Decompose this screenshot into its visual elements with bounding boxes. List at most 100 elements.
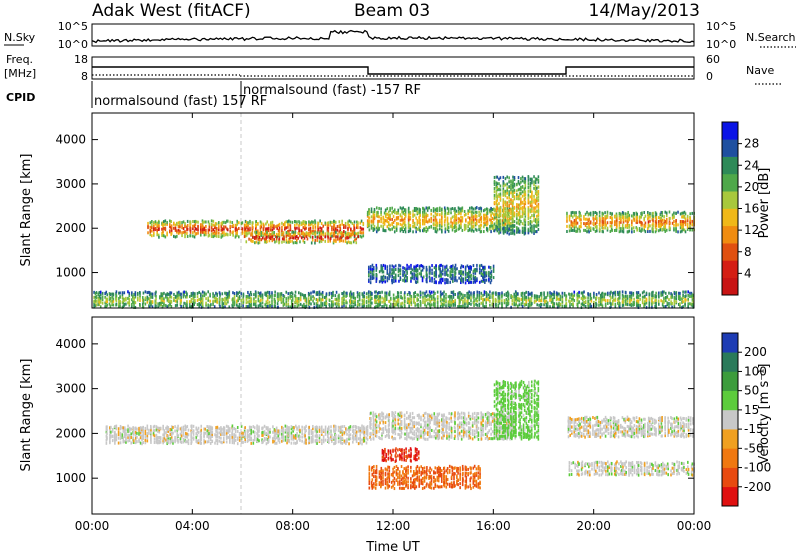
data-cell bbox=[615, 212, 618, 216]
data-cell bbox=[641, 295, 644, 299]
data-cell bbox=[636, 292, 638, 296]
data-cell bbox=[261, 295, 264, 299]
data-cell bbox=[115, 291, 117, 295]
data-cell bbox=[503, 299, 506, 303]
data-cell bbox=[655, 304, 657, 308]
data-cell bbox=[589, 304, 592, 308]
data-cell bbox=[133, 292, 135, 296]
data-cell bbox=[121, 293, 124, 297]
data-cell bbox=[525, 295, 528, 299]
data-cell bbox=[201, 223, 204, 227]
data-cell bbox=[592, 217, 595, 221]
data-cell bbox=[358, 297, 361, 301]
data-cell bbox=[550, 300, 553, 304]
data-cell bbox=[238, 235, 240, 239]
data-cell bbox=[568, 224, 571, 228]
data-cell bbox=[404, 291, 406, 295]
data-cell bbox=[268, 290, 271, 294]
data-cell bbox=[334, 227, 337, 231]
data-cell bbox=[636, 304, 638, 308]
data-cell bbox=[372, 213, 375, 217]
data-cell bbox=[446, 206, 449, 210]
data-cell bbox=[169, 223, 171, 227]
data-cell bbox=[257, 294, 260, 298]
data-cell bbox=[409, 223, 412, 227]
data-cell bbox=[606, 210, 609, 214]
data-cell bbox=[558, 297, 560, 301]
data-cell bbox=[679, 302, 681, 306]
data-cell bbox=[387, 216, 390, 220]
data-cell bbox=[611, 293, 614, 297]
data-cell bbox=[575, 229, 577, 233]
data-cell bbox=[611, 228, 613, 232]
data-cell bbox=[575, 222, 577, 226]
data-cell bbox=[443, 303, 445, 307]
data-cell bbox=[485, 304, 487, 308]
data-cell bbox=[381, 270, 384, 274]
data-cell bbox=[670, 300, 672, 304]
data-cell bbox=[128, 291, 131, 295]
data-cell bbox=[677, 210, 679, 214]
data-cell bbox=[610, 305, 612, 309]
data-cell bbox=[151, 234, 153, 238]
data-cell bbox=[485, 292, 488, 296]
data-cell bbox=[149, 221, 152, 225]
data-cell bbox=[423, 208, 426, 212]
data-cell bbox=[232, 299, 234, 303]
data-cell bbox=[147, 231, 149, 235]
data-cell bbox=[148, 297, 150, 301]
data-cell bbox=[203, 233, 206, 237]
data-cell bbox=[342, 234, 345, 238]
data-cell bbox=[439, 299, 442, 303]
data-cell bbox=[565, 302, 568, 306]
data-cell bbox=[609, 211, 612, 215]
data-cell bbox=[165, 295, 167, 299]
data-cell bbox=[655, 294, 657, 298]
data-cell bbox=[440, 302, 443, 306]
data-cell bbox=[232, 223, 234, 227]
data-cell bbox=[652, 211, 654, 215]
data-cell bbox=[648, 301, 651, 305]
data-cell bbox=[122, 426, 125, 430]
data-cell bbox=[501, 213, 504, 217]
data-cell bbox=[640, 215, 642, 219]
data-cell bbox=[611, 295, 614, 299]
data-cell bbox=[558, 304, 560, 308]
data-cell bbox=[296, 222, 298, 226]
data-cell bbox=[479, 226, 482, 230]
data-cell bbox=[218, 303, 221, 307]
data-cell bbox=[504, 189, 507, 193]
data-cell bbox=[142, 440, 144, 444]
data-cell bbox=[367, 270, 370, 274]
data-cell bbox=[635, 226, 638, 230]
data-cell bbox=[395, 222, 398, 226]
data-cell bbox=[463, 228, 466, 232]
data-cell bbox=[343, 294, 345, 298]
data-cell bbox=[413, 206, 416, 210]
data-cell bbox=[181, 234, 183, 238]
data-cell bbox=[512, 189, 514, 193]
data-cell bbox=[200, 305, 203, 309]
data-cell bbox=[613, 220, 616, 224]
data-cell bbox=[247, 300, 249, 304]
data-cell bbox=[149, 228, 152, 232]
data-cell bbox=[300, 221, 303, 225]
data-cell bbox=[636, 219, 638, 223]
data-cell bbox=[432, 226, 435, 230]
data-cell bbox=[150, 431, 152, 435]
data-cell bbox=[692, 296, 695, 300]
data-cell bbox=[406, 301, 409, 305]
data-cell bbox=[534, 206, 537, 210]
data-cell bbox=[495, 224, 498, 228]
data-cell bbox=[231, 231, 234, 235]
data-cell bbox=[338, 220, 341, 224]
data-cell bbox=[297, 236, 300, 240]
data-cell bbox=[310, 241, 313, 245]
data-cell bbox=[296, 226, 298, 230]
data-cell bbox=[193, 229, 196, 233]
data-cell bbox=[549, 305, 551, 309]
data-cell bbox=[446, 216, 449, 220]
data-cell bbox=[271, 237, 274, 241]
data-cell bbox=[142, 434, 144, 438]
data-cell bbox=[587, 296, 589, 300]
